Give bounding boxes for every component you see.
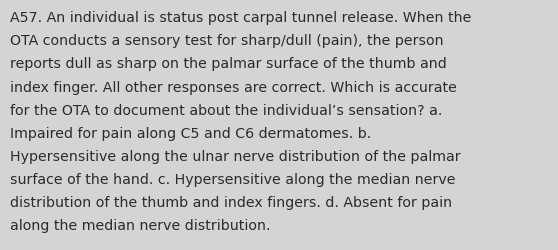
Text: A57. An individual is status post carpal tunnel release. When the: A57. An individual is status post carpal… [10, 11, 472, 25]
Text: for the OTA to document about the individual’s sensation? a.: for the OTA to document about the indivi… [10, 103, 442, 117]
Text: OTA conducts a sensory test for sharp/dull (pain), the person: OTA conducts a sensory test for sharp/du… [10, 34, 444, 48]
Text: reports dull as sharp on the palmar surface of the thumb and: reports dull as sharp on the palmar surf… [10, 57, 447, 71]
Text: Hypersensitive along the ulnar nerve distribution of the palmar: Hypersensitive along the ulnar nerve dis… [10, 149, 461, 163]
Text: index finger. All other responses are correct. Which is accurate: index finger. All other responses are co… [10, 80, 457, 94]
Text: Impaired for pain along C5 and C6 dermatomes. b.: Impaired for pain along C5 and C6 dermat… [10, 126, 371, 140]
Text: surface of the hand. c. Hypersensitive along the median nerve: surface of the hand. c. Hypersensitive a… [10, 172, 455, 186]
Text: distribution of the thumb and index fingers. d. Absent for pain: distribution of the thumb and index fing… [10, 195, 452, 209]
Text: along the median nerve distribution.: along the median nerve distribution. [10, 218, 271, 232]
